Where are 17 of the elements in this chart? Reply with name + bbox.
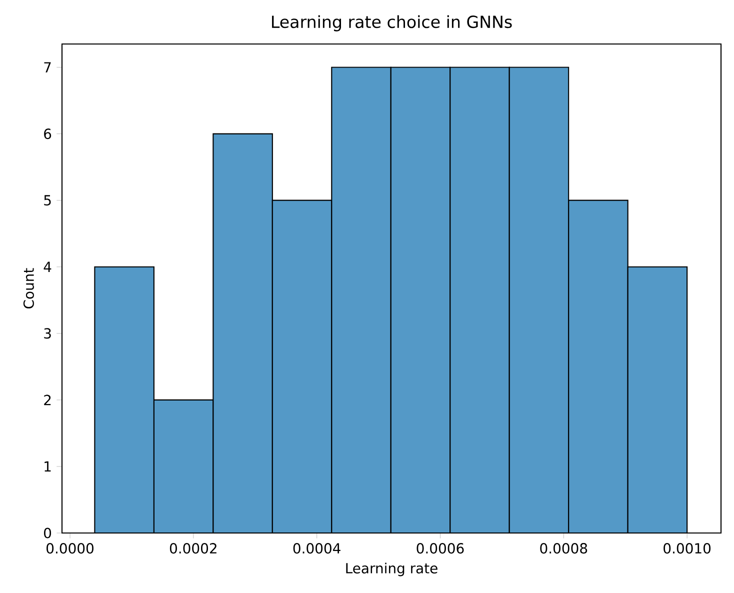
y-tick-label: 7: [44, 62, 51, 72]
y-axis-title: Count: [23, 268, 34, 308]
x-tick-label: 0.0004: [293, 543, 340, 554]
y-tick-label: 1: [44, 461, 51, 472]
x-tick-label: 0.0006: [416, 543, 464, 554]
x-tick-label: 0.0002: [170, 543, 216, 554]
y-tick-label: 0: [44, 528, 52, 538]
y-tick-label: 2: [44, 394, 51, 406]
y-tick-label: 5: [44, 195, 51, 206]
x-tick-label: 0.0010: [664, 543, 711, 554]
chart-title: Learning rate choice in GNNs: [272, 15, 512, 32]
x-axis-title: Learning rate: [346, 562, 438, 576]
x-tick-label: 0.0000: [46, 543, 94, 554]
x-tick-label: 0.0008: [540, 543, 588, 554]
y-tick-label: 6: [44, 128, 52, 140]
y-tick-label: 3: [44, 328, 51, 339]
y-tick-label: 4: [44, 262, 52, 272]
